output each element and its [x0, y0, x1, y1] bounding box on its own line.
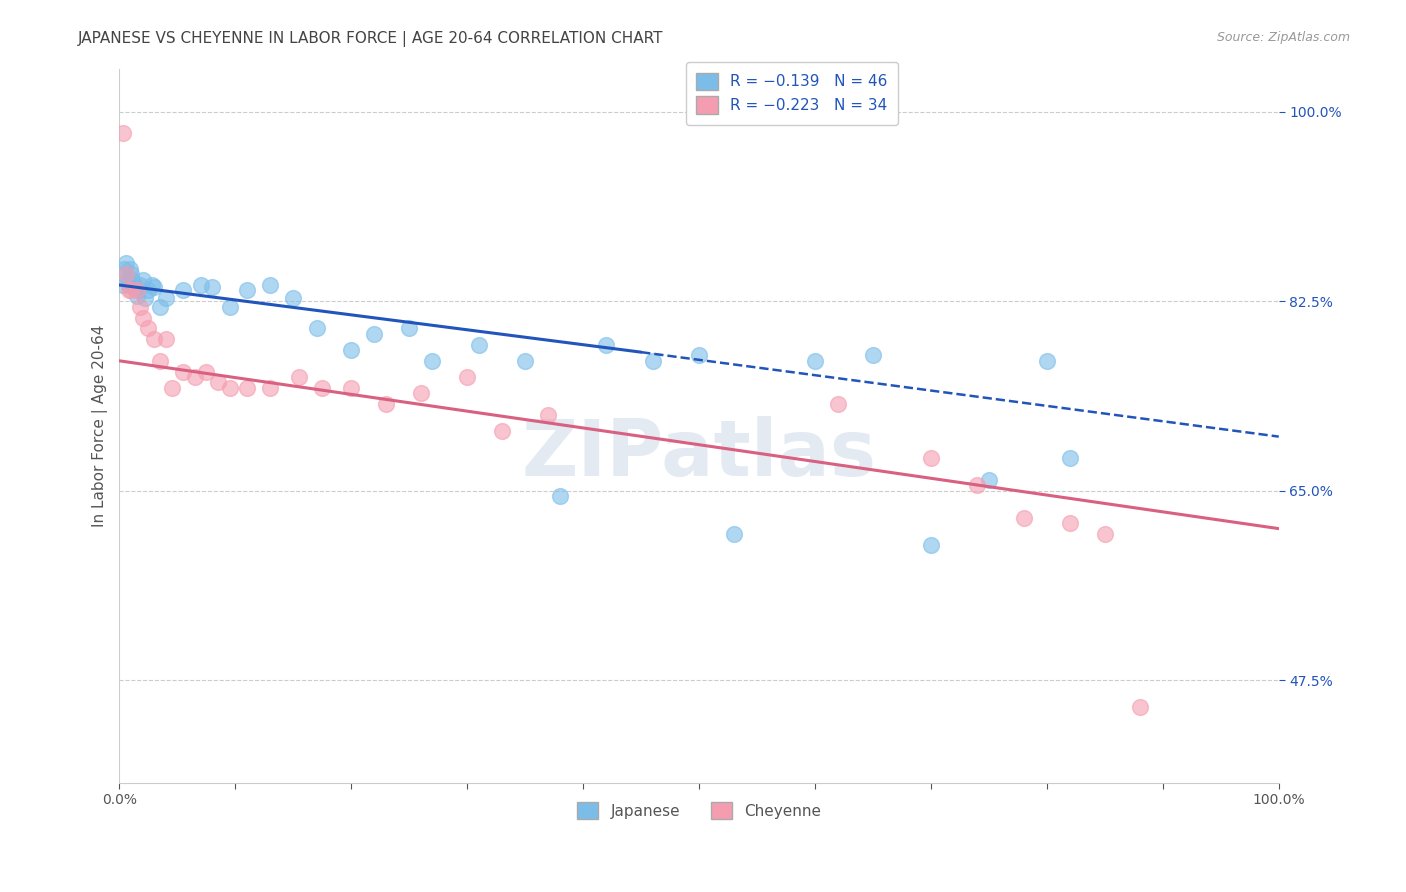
Point: [1012, 510, 1035, 524]
Point: [218, 381, 240, 395]
Point: [129, 300, 152, 314]
Point: [122, 280, 145, 294]
Point: [977, 473, 1000, 487]
Point: [1129, 700, 1152, 714]
Point: [143, 280, 166, 294]
Point: [125, 289, 148, 303]
Point: [115, 267, 138, 281]
Point: [131, 310, 153, 325]
Point: [259, 278, 281, 293]
Text: JAPANESE VS CHEYENNE IN LABOR FORCE | AGE 20-64 CORRELATION CHART: JAPANESE VS CHEYENNE IN LABOR FORCE | AG…: [77, 31, 662, 47]
Point: [340, 381, 363, 395]
Point: [127, 284, 149, 298]
Point: [138, 284, 160, 298]
Point: [117, 272, 139, 286]
Point: [134, 291, 156, 305]
Point: [141, 278, 163, 293]
Text: Source: ZipAtlas.com: Source: ZipAtlas.com: [1216, 31, 1350, 45]
Text: ZIPatlas: ZIPatlas: [522, 417, 876, 492]
Point: [409, 386, 432, 401]
Point: [723, 527, 745, 541]
Point: [398, 321, 420, 335]
Point: [195, 365, 218, 379]
Point: [115, 256, 138, 270]
Point: [920, 451, 942, 466]
Point: [120, 284, 142, 298]
Point: [155, 332, 177, 346]
Point: [160, 381, 183, 395]
Point: [111, 127, 134, 141]
Point: [149, 354, 172, 368]
Legend: Japanese, Cheyenne: Japanese, Cheyenne: [571, 796, 827, 825]
Point: [1094, 527, 1116, 541]
Point: [1059, 451, 1081, 466]
Point: [124, 278, 146, 293]
Point: [172, 365, 194, 379]
Point: [548, 489, 571, 503]
Point: [491, 424, 513, 438]
Point: [641, 354, 664, 368]
Point: [288, 370, 311, 384]
Point: [1059, 516, 1081, 531]
Point: [340, 343, 363, 357]
Point: [456, 370, 478, 384]
Point: [129, 278, 152, 293]
Point: [184, 370, 207, 384]
Point: [172, 284, 194, 298]
Point: [966, 478, 988, 492]
Point: [111, 278, 134, 293]
Point: [236, 381, 259, 395]
Point: [862, 348, 884, 362]
Point: [218, 300, 240, 314]
Point: [121, 272, 143, 286]
Point: [920, 538, 942, 552]
Point: [595, 337, 617, 351]
Point: [138, 321, 160, 335]
Point: [515, 354, 537, 368]
Point: [120, 267, 142, 281]
Point: [143, 332, 166, 346]
Point: [118, 284, 141, 298]
Point: [305, 321, 328, 335]
Point: [155, 291, 177, 305]
Point: [537, 408, 560, 422]
Point: [201, 280, 224, 294]
Point: [112, 261, 135, 276]
Point: [114, 267, 136, 281]
Point: [1036, 354, 1059, 368]
Point: [149, 300, 172, 314]
Point: [125, 284, 148, 298]
Point: [207, 376, 229, 390]
Point: [375, 397, 398, 411]
Point: [131, 272, 153, 286]
Point: [283, 291, 305, 305]
Point: [422, 354, 444, 368]
Point: [363, 326, 385, 341]
Point: [468, 337, 491, 351]
Point: [118, 261, 141, 276]
Point: [804, 354, 827, 368]
Point: [311, 381, 333, 395]
Point: [827, 397, 849, 411]
Point: [118, 278, 141, 293]
Point: [190, 278, 212, 293]
Point: [259, 381, 281, 395]
Y-axis label: In Labor Force | Age 20-64: In Labor Force | Age 20-64: [93, 325, 108, 527]
Point: [236, 284, 259, 298]
Point: [688, 348, 710, 362]
